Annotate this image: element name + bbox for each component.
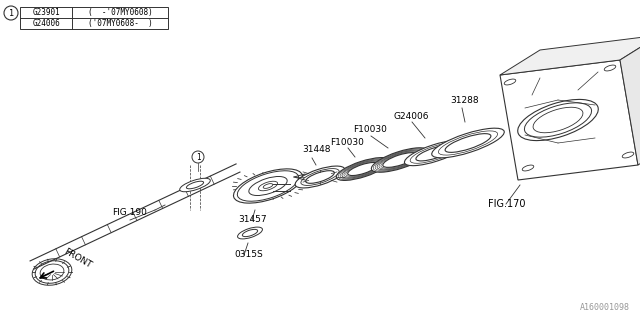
Text: 1: 1 bbox=[8, 9, 13, 18]
Polygon shape bbox=[500, 35, 640, 75]
Circle shape bbox=[4, 6, 18, 20]
Text: A160001098: A160001098 bbox=[580, 303, 630, 312]
Text: 31448: 31448 bbox=[302, 145, 330, 154]
Polygon shape bbox=[620, 35, 640, 165]
Text: G23901: G23901 bbox=[32, 8, 60, 17]
Ellipse shape bbox=[234, 169, 303, 203]
Text: F10030: F10030 bbox=[330, 138, 364, 147]
Polygon shape bbox=[500, 60, 638, 180]
Text: F10030: F10030 bbox=[353, 125, 387, 134]
Text: 31457: 31457 bbox=[238, 215, 267, 224]
Circle shape bbox=[192, 151, 204, 163]
Ellipse shape bbox=[336, 157, 390, 180]
Ellipse shape bbox=[404, 140, 465, 166]
Text: 0315S: 0315S bbox=[234, 250, 263, 259]
Ellipse shape bbox=[295, 166, 345, 188]
Text: (  -'07MY0608): ( -'07MY0608) bbox=[88, 8, 152, 17]
Text: FRONT: FRONT bbox=[62, 247, 93, 270]
Ellipse shape bbox=[432, 128, 504, 158]
Text: 1: 1 bbox=[196, 153, 200, 162]
Text: FIG.170: FIG.170 bbox=[488, 199, 525, 209]
Text: 31288: 31288 bbox=[450, 96, 479, 105]
Ellipse shape bbox=[371, 148, 429, 172]
Bar bbox=[20, 7, 168, 29]
Text: G24006: G24006 bbox=[393, 112, 429, 121]
Text: FIG.190: FIG.190 bbox=[112, 208, 147, 217]
Text: ('07MY0608-  ): ('07MY0608- ) bbox=[88, 19, 152, 28]
Ellipse shape bbox=[237, 227, 262, 239]
Ellipse shape bbox=[180, 178, 211, 192]
Text: G24006: G24006 bbox=[32, 19, 60, 28]
